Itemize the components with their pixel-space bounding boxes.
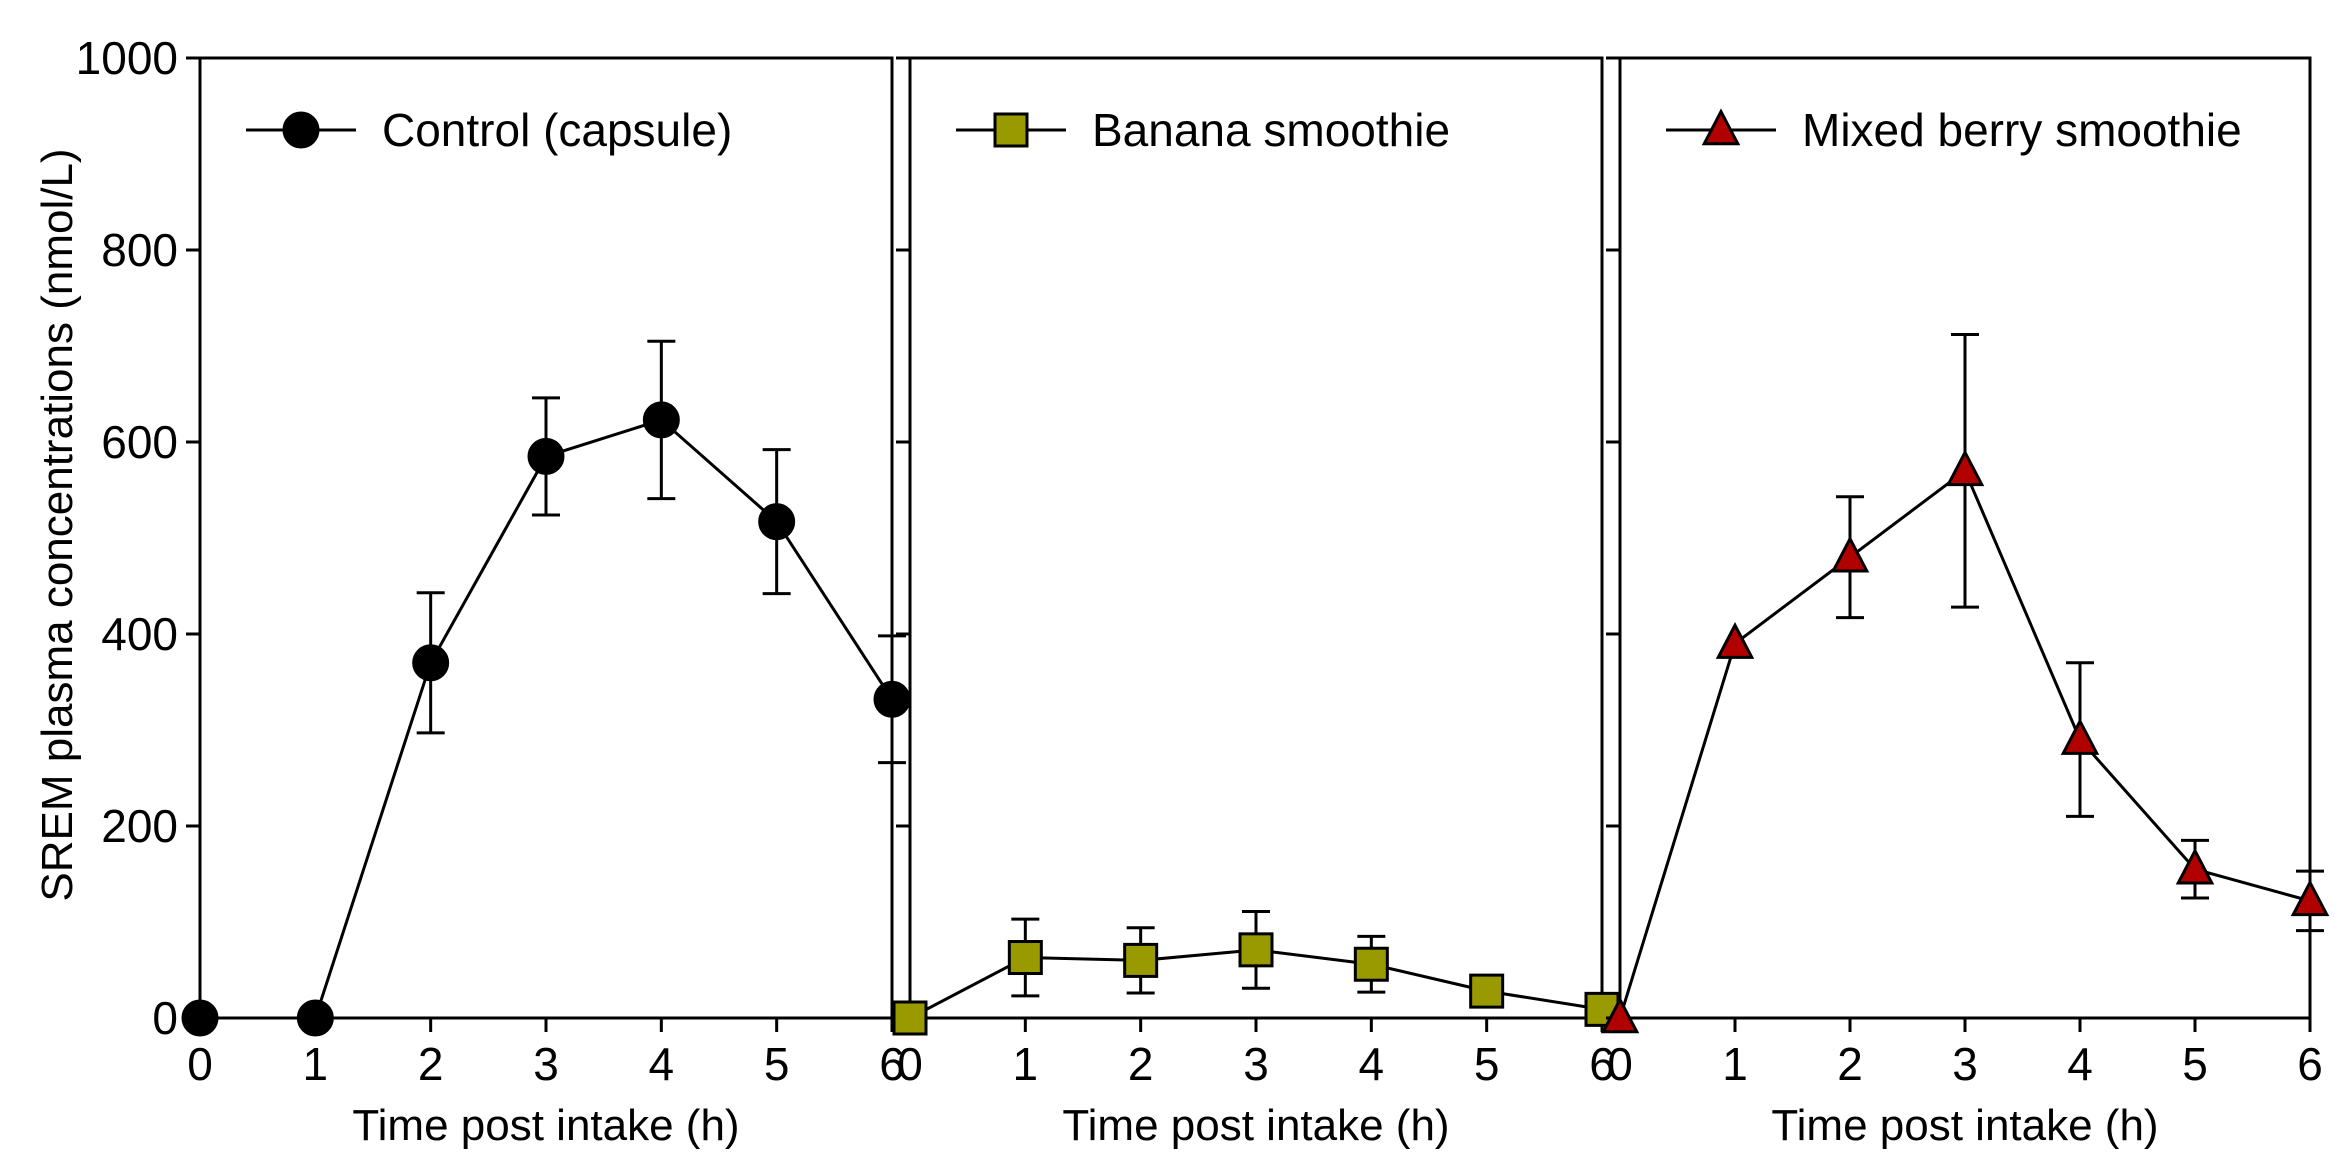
data-point — [2060, 717, 2100, 755]
x-tick-label: 2 — [418, 1038, 444, 1090]
data-point — [642, 401, 680, 439]
y-tick-label: 0 — [152, 992, 178, 1044]
data-point — [1123, 942, 1159, 978]
data-point — [1600, 996, 1640, 1034]
x-tick-label: 1 — [1722, 1038, 1748, 1090]
panel-1: 0 200 400 600 800 1000 0 1 2 3 4 5 6 Time post intake… — [76, 32, 911, 1150]
x-tick-label: 6 — [2297, 1038, 2323, 1090]
legend-marker — [1701, 108, 1741, 146]
x-tick-label: 3 — [1952, 1038, 1978, 1090]
data-point — [892, 1000, 928, 1036]
legend-marker — [993, 112, 1029, 148]
x-tick-label: 4 — [1359, 1038, 1385, 1090]
x-tick-label: 2 — [1837, 1038, 1863, 1090]
x-tick-label: 1 — [303, 1038, 329, 1090]
x-tick-label: 4 — [649, 1038, 675, 1090]
x-tick-label: 0 — [1607, 1038, 1633, 1090]
data-point — [1007, 940, 1043, 976]
data-point — [296, 999, 334, 1037]
panel-2: 0 1 2 3 4 5 6 Time post intake (h) Banana smooth… — [892, 56, 1620, 1150]
data-point — [873, 680, 911, 718]
x-axis-label: Time post intake (h) — [1771, 1101, 2158, 1150]
x-tick-label: 1 — [1013, 1038, 1039, 1090]
data-point — [412, 644, 450, 682]
data-point — [1469, 973, 1505, 1009]
y-tick-label: 400 — [101, 608, 178, 660]
x-tick-label: 0 — [187, 1038, 213, 1090]
y-tick-label: 800 — [101, 224, 178, 276]
legend-label: Mixed berry smoothie — [1802, 104, 2242, 156]
data-point — [181, 999, 219, 1037]
x-tick-label: 5 — [764, 1038, 790, 1090]
legend-label: Control (capsule) — [382, 104, 732, 156]
x-axis-label: Time post intake (h) — [1062, 1101, 1449, 1150]
data-point — [1353, 946, 1389, 982]
x-tick-label: 6 — [879, 1038, 905, 1090]
x-tick-label: 6 — [1589, 1038, 1615, 1090]
x-tick-label: 5 — [1474, 1038, 1500, 1090]
y-tick-label: 600 — [101, 416, 178, 468]
data-point — [1715, 621, 1755, 659]
x-tick-label: 4 — [2067, 1038, 2093, 1090]
legend-label: Banana smoothie — [1092, 104, 1450, 156]
data-point — [1238, 932, 1274, 968]
y-axis-label: SREM plasma concentrations (nmol/L) — [33, 148, 82, 901]
data-point — [2290, 879, 2330, 917]
data-point — [527, 437, 565, 475]
x-tick-label: 5 — [2182, 1038, 2208, 1090]
plot-frame — [908, 56, 1604, 1020]
panel-3: 0 1 2 3 4 5 6 Time post intake (h) Mixed berry s… — [1600, 56, 2330, 1150]
data-point — [1830, 535, 1870, 573]
x-axis-label: Time post intake (h) — [352, 1101, 739, 1150]
x-tick-label: 2 — [1128, 1038, 1154, 1090]
data-point — [758, 503, 796, 541]
y-tick-label: 200 — [101, 800, 178, 852]
legend-marker — [282, 111, 320, 149]
data-point — [2175, 847, 2215, 885]
x-tick-label: 0 — [897, 1038, 923, 1090]
x-tick-label: 3 — [1243, 1038, 1269, 1090]
data-point — [1945, 449, 1985, 487]
y-tick-label: 1000 — [76, 32, 178, 84]
x-tick-label: 3 — [533, 1038, 559, 1090]
